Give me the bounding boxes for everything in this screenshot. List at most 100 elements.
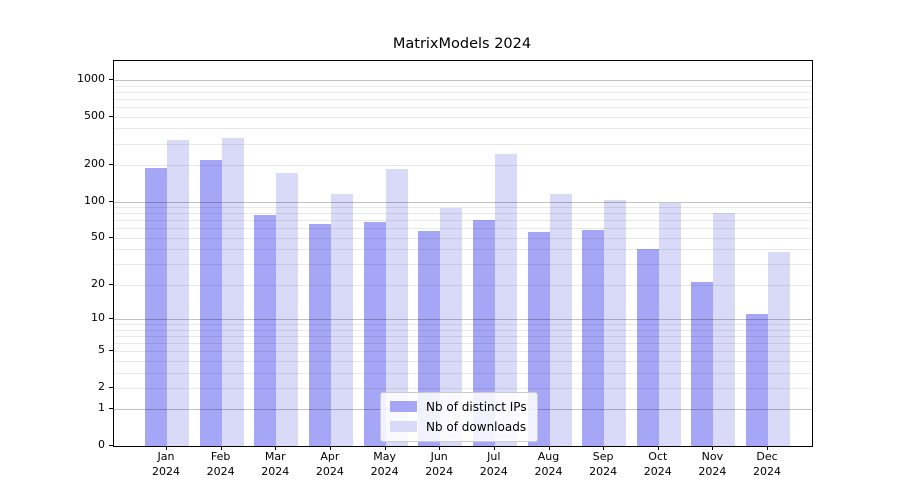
bar-downloads-sep — [604, 200, 627, 446]
y-tick-mark-10 — [109, 318, 113, 319]
y-tick-label-2: 2 — [98, 379, 105, 393]
y-tick-label-10: 10 — [91, 311, 105, 324]
minor-gridline-70 — [114, 220, 812, 222]
bar-downloads-dec — [768, 251, 790, 446]
minor-gridline-500 — [114, 116, 812, 118]
minor-gridline-3 — [114, 372, 812, 374]
legend-label-downloads: Nb of downloads — [426, 419, 527, 434]
minor-gridline-80 — [114, 213, 812, 215]
x-tick-mark-mar — [275, 446, 277, 450]
bar-distinct-ips-dec — [746, 314, 768, 446]
x-tick-label-aug: Aug 2024 — [534, 450, 563, 478]
minor-gridline-50 — [114, 237, 812, 239]
minor-gridline-8 — [114, 329, 812, 331]
chart-title: MatrixModels 2024 — [392, 36, 532, 52]
legend: Nb of distinct IPs Nb of downloads — [380, 392, 538, 442]
x-tick-label-sep: Sep 2024 — [589, 450, 618, 478]
bar-distinct-ips-jul — [472, 220, 495, 446]
minor-gridline-300 — [114, 143, 812, 145]
bar-distinct-ips-feb — [199, 160, 222, 446]
y-tick-label-200: 200 — [84, 157, 105, 170]
x-tick-mark-feb — [220, 446, 222, 450]
bar-downloads-jul — [494, 154, 517, 446]
bar-distinct-ips-may — [363, 221, 386, 446]
x-tick-mark-may — [384, 446, 386, 450]
minor-gridline-900 — [114, 85, 812, 87]
x-tick-mark-apr — [329, 446, 331, 450]
y-tick-mark-20 — [109, 283, 113, 285]
y-tick-mark-0 — [109, 445, 113, 446]
minor-gridline-2 — [114, 387, 812, 389]
y-tick-label-1: 1 — [98, 401, 105, 415]
minor-gridline-700 — [114, 98, 812, 100]
legend-item-distinct-ips: Nb of distinct IPs — [390, 398, 527, 415]
y-tick-label-100: 100 — [84, 193, 105, 207]
y-tick-mark-100 — [109, 200, 113, 202]
x-tick-label-apr: Apr 2024 — [315, 450, 344, 478]
minor-gridline-90 — [114, 207, 812, 208]
minor-gridline-9 — [114, 324, 812, 325]
bar-downloads-aug — [549, 193, 572, 446]
minor-gridline-30 — [114, 264, 812, 266]
y-tick-mark-50 — [109, 236, 113, 238]
minor-gridline-60 — [114, 228, 812, 230]
bar-downloads-jan — [167, 140, 189, 446]
legend-swatch-downloads — [390, 421, 417, 432]
minor-gridline-4 — [114, 360, 812, 362]
y-tick-mark-2 — [109, 386, 113, 388]
minor-gridline-600 — [114, 107, 812, 108]
y-tick-mark-1 — [109, 408, 113, 410]
major-gridline-10 — [114, 319, 812, 320]
y-tick-label-20: 20 — [91, 276, 105, 290]
x-tick-label-feb: Feb 2024 — [206, 450, 235, 478]
bar-downloads-apr — [330, 194, 353, 446]
legend-item-downloads: Nb of downloads — [390, 418, 527, 435]
bar-distinct-ips-mar — [254, 214, 277, 446]
x-tick-mark-sep — [603, 446, 605, 450]
grid-layer — [114, 61, 812, 446]
legend-swatch-distinct-ips — [390, 401, 417, 412]
y-tick-label-500: 500 — [84, 108, 105, 122]
bar-downloads-feb — [221, 137, 244, 446]
x-tick-label-jul: Jul 2024 — [479, 450, 508, 478]
x-tick-label-mar: Mar 2024 — [261, 450, 290, 478]
minor-gridline-800 — [114, 91, 812, 93]
x-tick-label-jun: Jun 2024 — [425, 450, 454, 478]
legend-label-distinct-ips: Nb of distinct IPs — [426, 399, 527, 414]
x-tick-label-dec: Dec 2024 — [753, 450, 781, 478]
bar-distinct-ips-oct — [636, 249, 659, 446]
bar-distinct-ips-jan — [145, 167, 167, 446]
x-tick-label-jan: Jan 2024 — [152, 450, 180, 478]
minor-gridline-20 — [114, 284, 812, 286]
major-gridline-100 — [114, 201, 812, 203]
major-gridline-1000 — [114, 79, 812, 81]
x-tick-label-oct: Oct 2024 — [643, 450, 672, 478]
x-tick-mark-dec — [767, 446, 768, 450]
x-tick-mark-nov — [712, 446, 714, 450]
y-tick-mark-1000 — [109, 78, 113, 80]
y-tick-label-1000: 1000 — [77, 71, 105, 85]
bar-downloads-oct — [658, 203, 681, 446]
x-tick-label-nov: Nov 2024 — [698, 450, 727, 478]
x-tick-mark-aug — [548, 446, 550, 450]
y-tick-mark-500 — [109, 115, 113, 117]
bar-downloads-nov — [713, 213, 736, 446]
bar-distinct-ips-nov — [691, 282, 714, 446]
y-tick-label-0: 0 — [98, 438, 105, 451]
bar-distinct-ips-apr — [308, 224, 331, 446]
bar-downloads-may — [385, 169, 408, 446]
minor-gridline-5 — [114, 351, 812, 353]
y-tick-mark-200 — [109, 164, 113, 165]
bar-downloads-jun — [440, 208, 463, 446]
x-tick-mark-jun — [439, 446, 441, 450]
plot-area — [113, 60, 813, 447]
minor-gridline-7 — [114, 335, 812, 337]
y-tick-label-5: 5 — [98, 343, 105, 357]
bar-distinct-ips-sep — [582, 230, 605, 446]
x-tick-label-may: May 2024 — [370, 450, 399, 478]
minor-gridline-200 — [114, 165, 812, 166]
minor-gridline-40 — [114, 249, 812, 251]
x-tick-mark-jan — [166, 446, 167, 450]
x-tick-mark-oct — [657, 446, 659, 450]
